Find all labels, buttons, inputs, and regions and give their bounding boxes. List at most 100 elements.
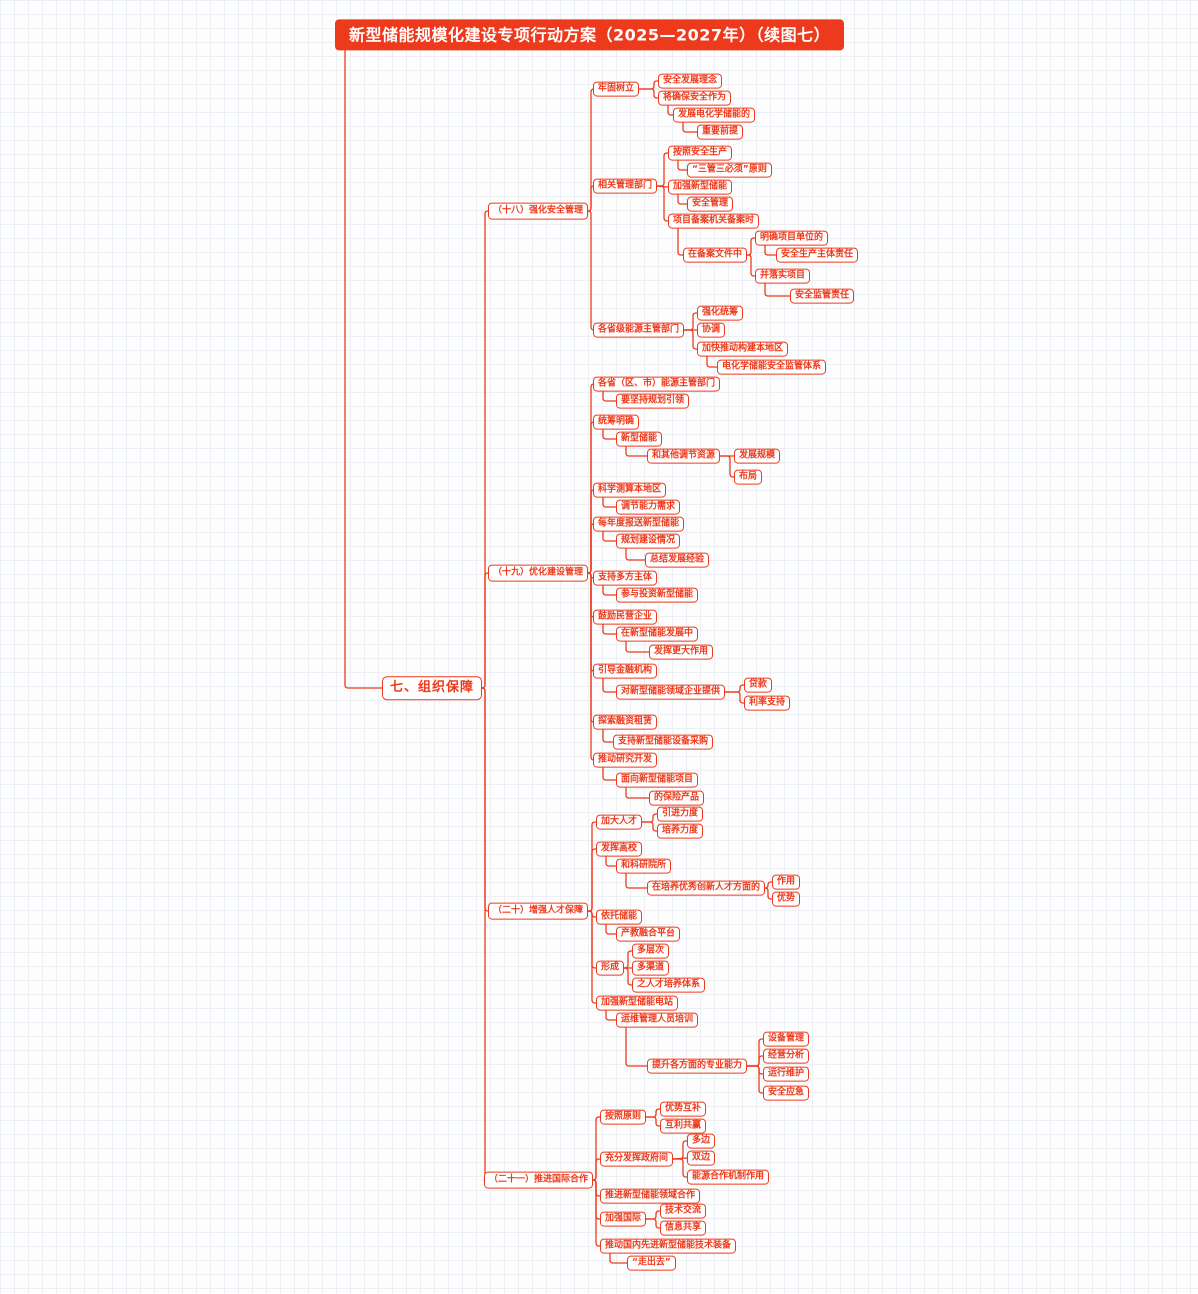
mindmap-node-a2c1b: 并落实项目 [755,268,811,284]
connector-c3-c3a [605,923,617,935]
mindmap-node-b8: 探索融资租赁 [593,714,658,730]
connector-b5-b5a [602,584,617,596]
connector-a2-a2c [656,185,669,222]
connector-c5a1-c5a1b [746,1055,764,1067]
connector-a2b-a2b1 [677,193,688,205]
connector-c2-c2a [605,855,617,867]
mindmap-node-b2b2: 布局 [734,469,763,485]
connector-root-s19 [481,572,489,689]
connector-c2a-c2a1 [625,872,648,889]
mindmap-node-b6a: 在新型储能发展中 [616,626,699,642]
connector-b8-b8a [602,728,614,743]
connector-s18-a1 [587,88,595,212]
connector-c4-c4a [623,950,633,969]
mindmap-node-a1b1: 发展电化学储能的 [673,107,756,123]
mindmap-node-c5a1d: 安全应急 [763,1085,810,1101]
connector-c2a1-c2a1a [764,881,773,889]
connector-s19-b8 [587,572,595,723]
connector-s21-d5 [592,1179,601,1247]
connector-c5a1-c5a1d [746,1065,764,1094]
mindmap-node-c4b: 多渠道 [632,960,670,976]
connector-title-root [344,49,383,689]
mindmap-node-a3c1: 电化学储能安全监管体系 [717,359,827,375]
connector-a2-a2b [656,185,669,188]
mindmap-node-title: 新型储能规模化建设专项行动方案（2025—2027年）（续图七） [335,19,845,51]
mindmap-node-d4b: 信息共享 [660,1220,707,1236]
connector-s18-a3 [587,210,595,331]
mindmap-node-a1b2: 重要前提 [697,124,744,140]
mindmap-node-a3b: 协调 [697,322,726,338]
connector-b6-b6a [602,623,617,635]
mindmap-node-d5: 推动国内先进新型储能技术装备 [600,1238,737,1254]
connector-d5-d5a [609,1252,628,1264]
mindmap-node-b8a: 支持新型储能设备采购 [613,734,714,750]
connector-a2c1-a2c1a [746,237,756,256]
mindmap-node-b4a1: 总结发展经验 [645,552,710,568]
connector-root-s20 [481,687,489,912]
mindmap-node-c5: 加强新型储能电站 [596,995,679,1011]
mindmap-node-c5a1b: 经营分析 [763,1048,810,1064]
connector-a2-a2a [656,152,669,187]
connector-s21-d3 [592,1179,601,1197]
connector-s19-b1 [587,383,595,574]
mindmap-node-d5a: “走出去” [627,1255,676,1271]
mindmap-node-a2c1b1: 安全监管责任 [790,288,855,304]
connector-a1-a1a [638,80,659,90]
connector-b6a-b6a1 [625,640,650,653]
connector-a1-a1b [638,88,659,99]
connector-b4-b4a [602,530,617,542]
mindmap-node-d1a: 优势互补 [660,1101,707,1117]
connector-s19-b2 [587,421,595,574]
connector-d2-d2c [672,1158,688,1178]
mindmap-node-b4a: 规划建设情况 [616,533,681,549]
connector-b2-b2a [602,428,617,440]
mindmap-node-b6a1: 发挥更大作用 [649,644,714,660]
mindmap-node-b7a1: 贷款 [744,677,773,693]
mindmap-node-c5a1c: 运行维护 [763,1066,810,1082]
mindmap-node-a2: 相关管理部门 [593,178,658,194]
mindmap-node-b9a1: 的保险产品 [649,790,705,806]
mindmap-node-c2a: 和科研院所 [616,858,672,874]
mindmap-node-a1: 牢固树立 [593,81,640,97]
mindmap-node-a3: 各省级能源主管部门 [593,322,685,338]
connector-s20-c2 [587,848,597,912]
mindmap-node-c5a: 运维管理人员培训 [616,1012,699,1028]
connector-s21-d4 [592,1179,601,1220]
mindmap-node-b9a: 面向新型储能项目 [616,772,699,788]
mindmap-node-b2b1: 发展规模 [734,448,781,464]
connector-c2a1-c2a1b [764,887,773,900]
connector-c5-c5a [605,1009,617,1021]
connector-b7-b7a [602,677,617,693]
mindmap-node-b2a: 新型储能 [616,431,663,447]
mindmap-node-d2b: 双边 [687,1150,716,1166]
connector-b3-b3a [602,496,617,508]
mindmap-node-a2a: 按照安全生产 [668,145,733,161]
connector-b1-b1a [602,390,617,402]
mindmap-node-c2a1b: 优势 [772,891,801,907]
connector-b7a-b7a2 [724,691,745,704]
mindmap-node-b1a: 要坚持规划引领 [616,393,690,409]
mindmap-node-d2c: 能源合作机制作用 [687,1169,770,1185]
mindmap-node-c1: 加大人才 [596,814,643,830]
mindmap-node-b1: 各省（区、市）能源主管部门 [593,376,721,392]
connector-c5a-c5a1 [625,1026,648,1067]
mindmap-node-a3c: 加快推动构建本地区 [697,341,789,357]
mindmap-node-b7: 引导金融机构 [593,663,658,679]
mindmap-node-c4c: 之人才培养体系 [632,977,706,993]
mindmap-node-root: 七、组织保障 [382,676,483,700]
connector-c1-c1b [641,821,658,832]
connector-s20-c5 [587,910,597,1004]
mindmap-node-b6: 鼓励民营企业 [593,609,658,625]
mindmap-node-c2: 发挥高校 [596,841,643,857]
mindmap-node-d4: 加强国际 [600,1211,647,1227]
connector-d2-d2a [672,1140,688,1160]
mindmap-node-c1b: 培养力度 [657,823,704,839]
connector-c5a1-c5a1c [746,1065,764,1075]
connector-c1-c1a [641,813,658,823]
connector-b4a-b4a1 [625,547,646,561]
mindmap-node-c4a: 多层次 [632,943,670,959]
connector-d1-d1b [645,1116,661,1127]
mindmap-node-d1: 按照原则 [600,1109,647,1125]
